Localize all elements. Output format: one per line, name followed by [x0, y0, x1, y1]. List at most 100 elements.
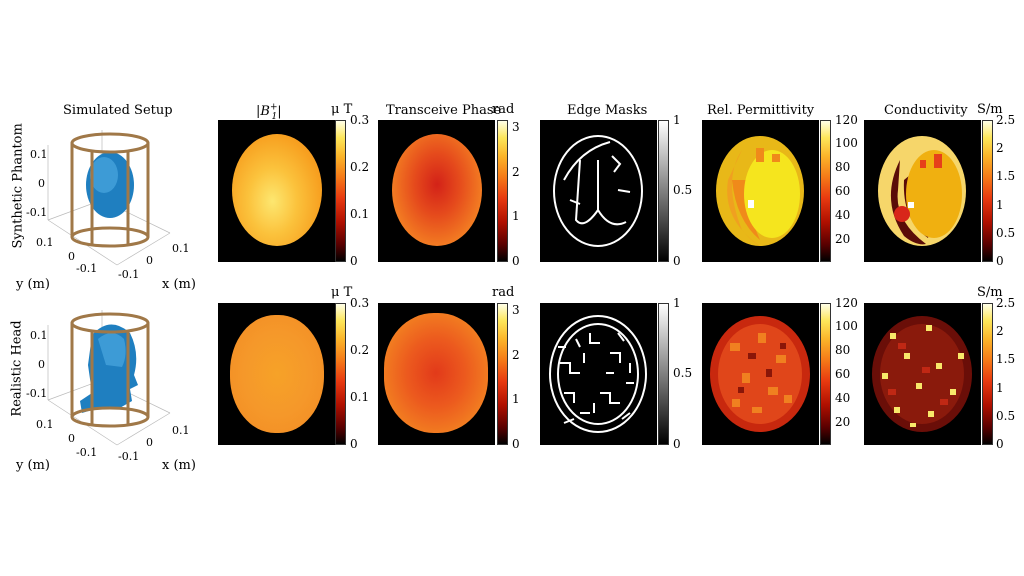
realistic-head-shape [80, 324, 138, 413]
phase-title: Transceive Phase [386, 103, 502, 118]
cbar-tick: 2 [996, 324, 1004, 338]
x-tick: 0.1 [172, 424, 190, 437]
permittivity-phantom [702, 120, 819, 262]
y-tick: 0 [68, 250, 75, 263]
edge-colorbar-bottom [658, 303, 669, 445]
cbar-tick: 0.1 [350, 207, 370, 221]
cbar-tick: 0 [996, 437, 1004, 451]
phase-colorbar-top [497, 120, 508, 262]
cbar-tick: 100 [835, 136, 858, 150]
cond-colorbar-top [982, 120, 993, 262]
setup-title: Simulated Setup [63, 103, 173, 118]
conductivity-head [864, 303, 981, 445]
cbar-tick: 120 [835, 296, 858, 310]
coil-cage [70, 132, 150, 248]
b1-colorbar-top [335, 120, 346, 262]
b1-unit-bottom: μ T [331, 285, 353, 300]
x-tick: 0 [146, 254, 153, 267]
setup-3d-top [47, 130, 171, 266]
permittivity-head [702, 303, 819, 445]
x-tick: -0.1 [118, 450, 140, 463]
cbar-tick: 2.5 [996, 113, 1016, 127]
b1-unit-top: μ T [331, 102, 353, 117]
cond-colorbar-bottom [982, 303, 993, 445]
head-phantom-shape [86, 152, 134, 218]
cbar-tick: 0.2 [350, 343, 370, 357]
y-axis-label: y (m) [16, 277, 50, 292]
cbar-tick: 2 [512, 165, 520, 179]
conductivity-phantom [864, 120, 981, 262]
edge-title: Edge Masks [567, 103, 648, 118]
z-tick: 0.1 [30, 329, 48, 342]
cbar-tick: 1 [673, 296, 681, 310]
phase-map-head [378, 303, 495, 445]
coil-cage [70, 312, 150, 428]
cbar-tick: 0 [512, 437, 520, 451]
y-tick: 0.1 [36, 236, 54, 249]
phase-map-phantom [378, 120, 495, 262]
edge-colorbar-top [658, 120, 669, 262]
cbar-tick: 0.3 [350, 113, 370, 127]
cbar-tick: 1 [996, 381, 1004, 395]
y-tick: -0.1 [76, 262, 98, 275]
cond-unit-bottom: S/m [977, 285, 1003, 300]
y-axis-label: y (m) [16, 458, 50, 473]
x-tick: -0.1 [118, 268, 140, 281]
cbar-tick: 0.2 [350, 160, 370, 174]
cbar-tick: 1.5 [996, 169, 1016, 183]
cbar-tick: 40 [835, 208, 851, 222]
cond-unit-top: S/m [977, 102, 1003, 117]
cbar-tick: 1 [512, 209, 520, 223]
phase-unit-bottom: rad [492, 285, 515, 300]
cbar-tick: 20 [835, 415, 851, 429]
phase-colorbar-bottom [497, 303, 508, 445]
setup-3d-bottom [47, 310, 171, 446]
x-axis-label: x (m) [162, 277, 196, 292]
perm-colorbar-bottom [820, 303, 831, 445]
cbar-tick: 0.3 [350, 296, 370, 310]
cbar-tick: 120 [835, 113, 858, 127]
z-tick: 0 [38, 358, 45, 371]
cbar-tick: 0 [350, 437, 358, 451]
cbar-tick: 100 [835, 319, 858, 333]
cbar-tick: 3 [512, 120, 520, 134]
b1-map-head [218, 303, 335, 445]
cbar-tick: 2 [512, 348, 520, 362]
cbar-tick: 20 [835, 232, 851, 246]
cbar-tick: 60 [835, 367, 851, 381]
x-axis-label: x (m) [162, 458, 196, 473]
cbar-tick: 1 [673, 113, 681, 127]
cbar-tick: 0 [996, 254, 1004, 268]
cbar-tick: 3 [512, 303, 520, 317]
y-tick: 0 [68, 432, 75, 445]
cbar-tick: 0 [350, 254, 358, 268]
cond-title: Conductivity [884, 103, 968, 118]
cbar-tick: 0.1 [350, 390, 370, 404]
edge-mask-phantom [540, 120, 657, 262]
cbar-tick: 0 [673, 254, 681, 268]
cbar-tick: 0 [673, 437, 681, 451]
perm-colorbar-top [820, 120, 831, 262]
cbar-tick: 1 [512, 392, 520, 406]
b1-colorbar-bottom [335, 303, 346, 445]
cbar-tick: 0.5 [673, 183, 693, 197]
cbar-tick: 0.5 [996, 409, 1016, 423]
cbar-tick: 0.5 [996, 226, 1016, 240]
z-tick: 0 [38, 177, 45, 190]
cbar-tick: 60 [835, 184, 851, 198]
cbar-tick: 2 [996, 141, 1004, 155]
perm-title: Rel. Permittivity [707, 103, 815, 118]
x-tick: 0 [146, 436, 153, 449]
y-tick: 0.1 [36, 418, 54, 431]
cbar-tick: 80 [835, 343, 851, 357]
cbar-tick: 80 [835, 160, 851, 174]
edge-mask-head [540, 303, 657, 445]
b1-map-phantom [218, 120, 335, 262]
cbar-tick: 40 [835, 391, 851, 405]
z-tick: 0.1 [30, 148, 48, 161]
x-tick: 0.1 [172, 242, 190, 255]
phase-unit-top: rad [492, 102, 515, 117]
z-tick: -0.1 [26, 206, 48, 219]
cbar-tick: 0 [512, 254, 520, 268]
y-tick: -0.1 [76, 446, 98, 459]
